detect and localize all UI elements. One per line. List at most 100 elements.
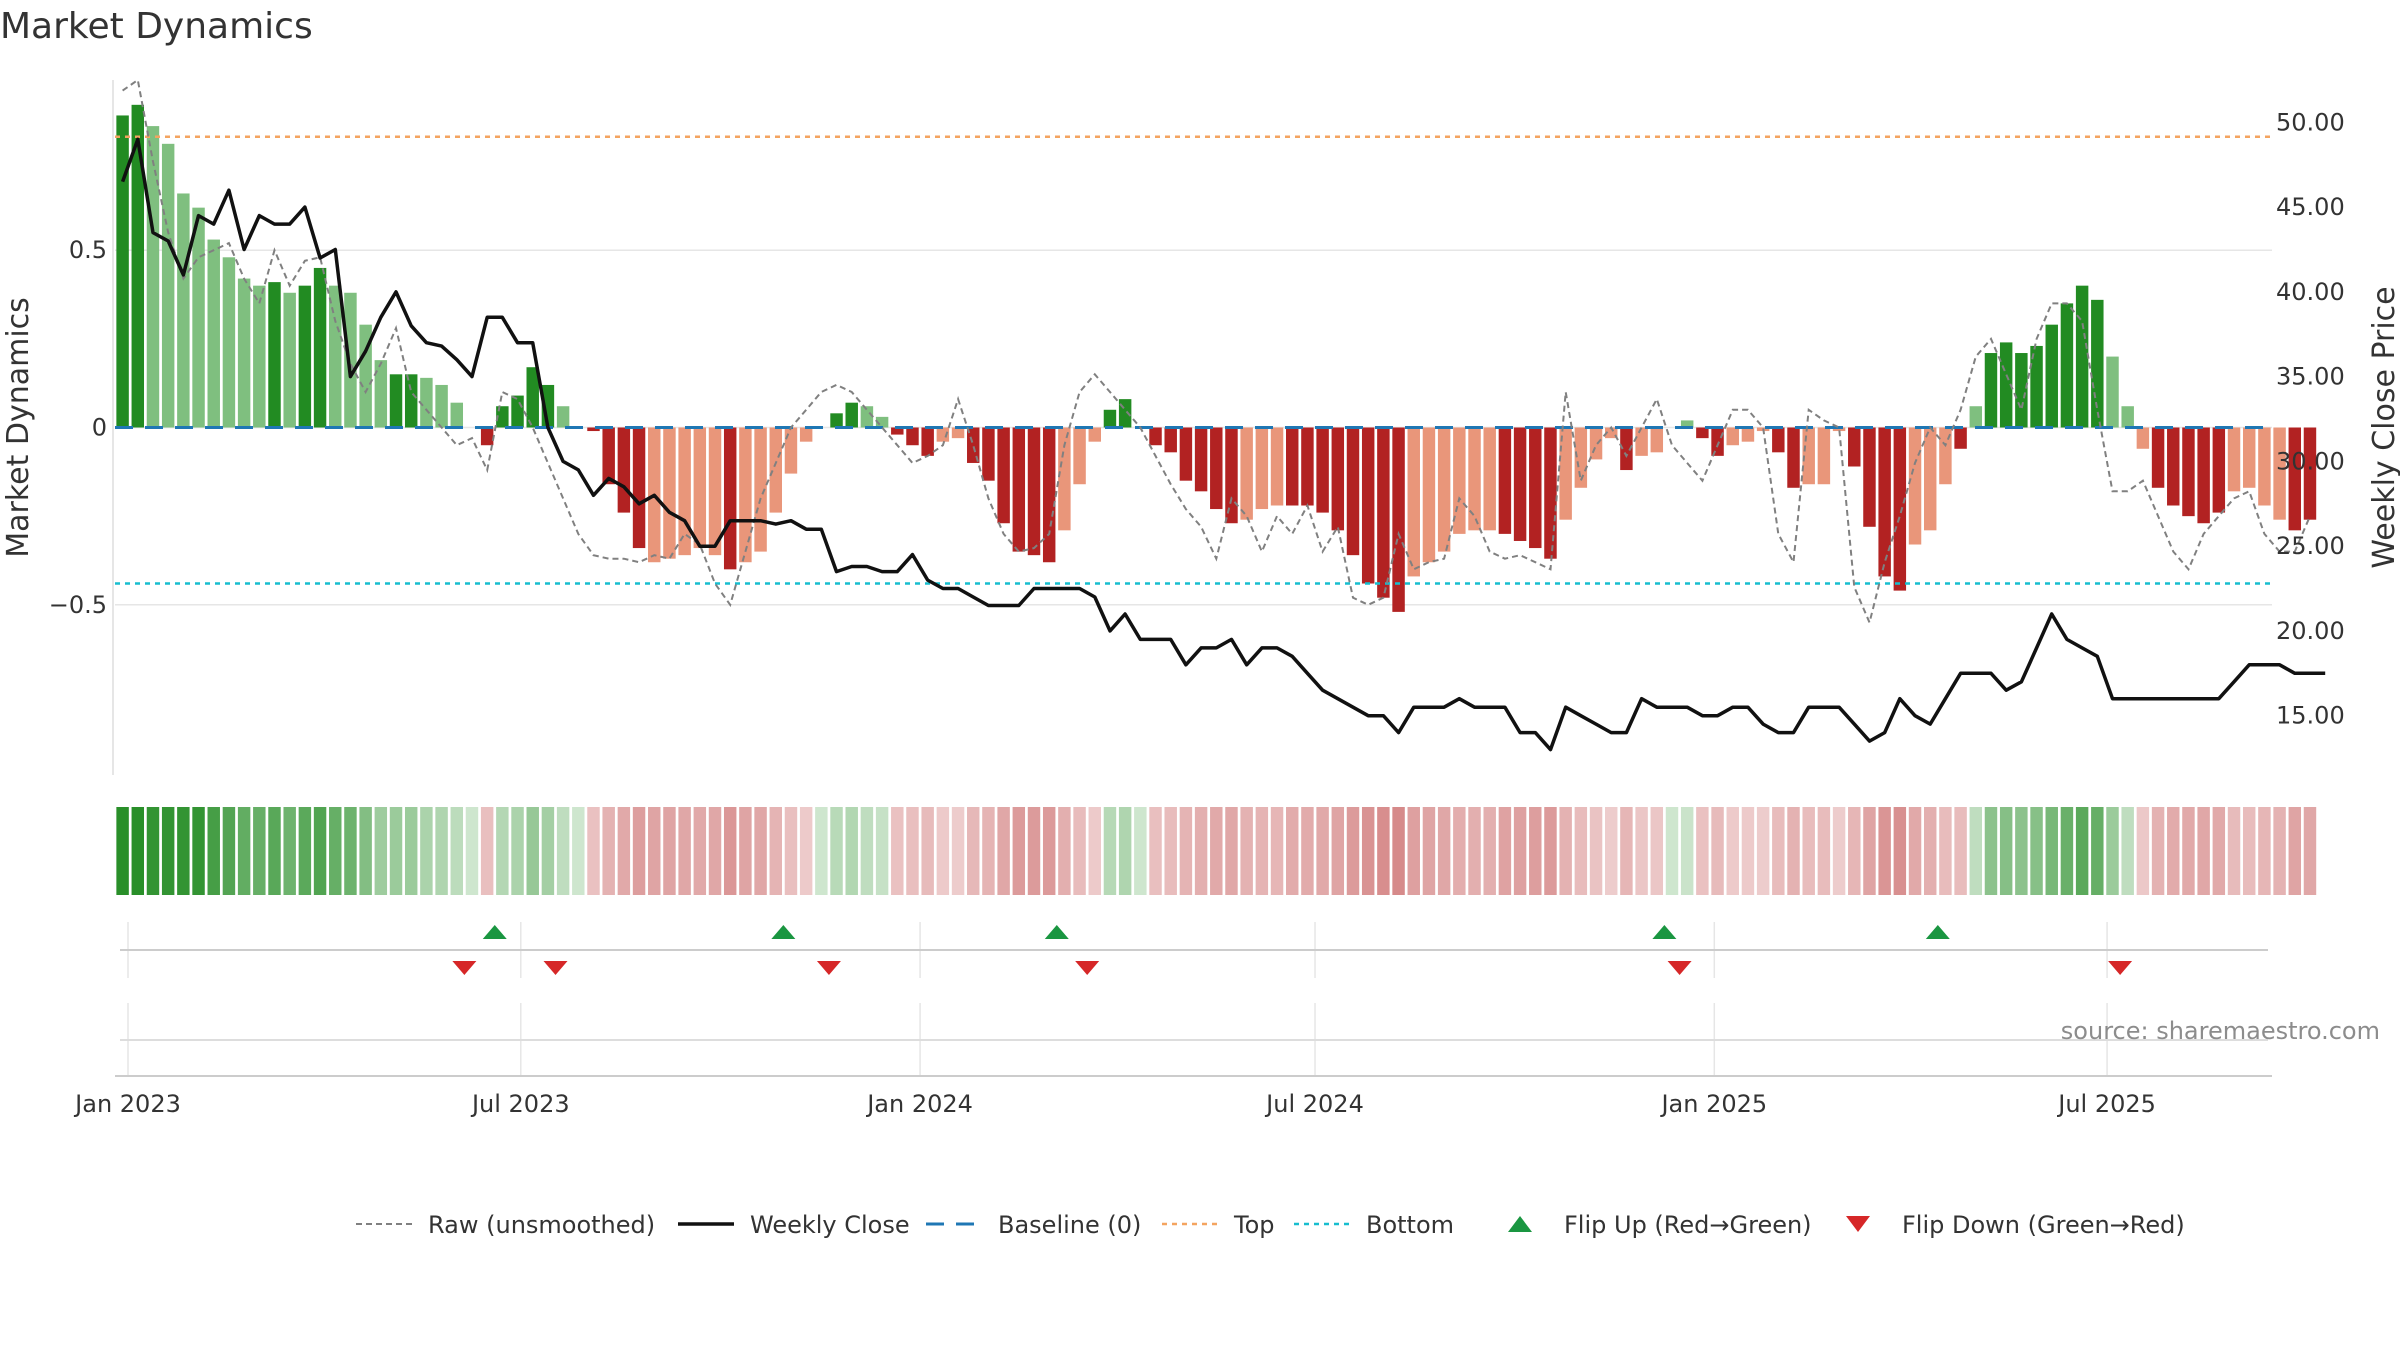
legend-label: Flip Up (Red→Green) (1564, 1211, 1812, 1239)
dynamics-bar (1863, 427, 1876, 527)
legend-swatch-flip-up (1508, 1216, 1532, 1232)
regime-strip-cell (648, 807, 661, 895)
left-tick-label: 0 (92, 414, 107, 442)
regime-strip-cell (496, 807, 509, 895)
dynamics-bar (693, 427, 707, 549)
dynamics-bar (435, 384, 448, 428)
regime-strip-cell (572, 807, 585, 895)
dynamics-bar (663, 427, 676, 559)
regime-strip-cell (1468, 807, 1481, 895)
regime-strip-cell (1696, 807, 1709, 895)
regime-strip-cell (131, 807, 145, 895)
dynamics-bar (1225, 427, 1238, 524)
dynamics-bar (2136, 427, 2150, 449)
dynamics-bar (207, 239, 220, 428)
dynamics-bar (2091, 299, 2104, 428)
dynamics-bar (1939, 427, 1952, 485)
dynamics-bar (2303, 427, 2317, 520)
regime-strip-cell (632, 807, 646, 895)
dynamics-bar (845, 402, 858, 428)
dynamics-bar (1513, 427, 1527, 541)
dynamics-bar (1711, 427, 1724, 456)
dynamics-bar (1605, 427, 1618, 439)
regime-strip-cell (1149, 807, 1162, 895)
dynamics-bar (146, 126, 160, 428)
dynamics-bar (784, 427, 798, 474)
regime-strip-cell (2060, 807, 2074, 895)
weekly-close-line (120, 137, 2326, 752)
regime-strip-cell (404, 807, 418, 895)
dynamics-bar (936, 427, 950, 442)
regime-strip-cell (1225, 807, 1238, 895)
dynamics-bar (1483, 427, 1496, 531)
regime-strip-cell (1559, 807, 1572, 895)
dynamics-bar (1058, 427, 1071, 531)
regime-strip-cell (435, 807, 448, 895)
legend-label: Raw (unsmoothed) (428, 1211, 655, 1239)
dynamics-bar (1923, 427, 1937, 531)
regime-strip-cell (602, 807, 615, 895)
regime-strip-cell (1012, 807, 1026, 895)
regime-strip-cell (2212, 807, 2226, 895)
dynamics-bar (131, 104, 145, 428)
regime-strip-cell (1088, 807, 1101, 895)
flip-up-marker (771, 925, 796, 939)
dynamics-bar (2030, 345, 2043, 428)
regime-strip-cell (1665, 807, 1679, 895)
dynamics-bar (329, 285, 342, 428)
main-panel: 0.5 0 −0.5 50.00 45.00 40.00 35.00 30.00 25.00 20… (1, 78, 2400, 775)
dynamics-bar (161, 143, 175, 428)
flip-down-marker (1667, 961, 1692, 975)
dynamics-bar (1422, 427, 1436, 563)
dynamics-bar (739, 427, 752, 563)
dynamics-bar (1042, 427, 1056, 563)
regime-strip-cell (2167, 807, 2180, 895)
regime-strip-cell (1361, 807, 1375, 895)
left-axis-title: Market Dynamics (1, 297, 36, 558)
dynamics-bar (891, 427, 904, 435)
dynamics-bar (1331, 427, 1345, 531)
left-tick-label: 0.5 (69, 236, 107, 264)
regime-strip-cell (1422, 807, 1436, 895)
dynamics-bar (1012, 427, 1026, 552)
legend-label: Baseline (0) (998, 1211, 1141, 1239)
regime-strip-cell (875, 807, 889, 895)
regime-strip-cell (146, 807, 160, 895)
legend-label: Bottom (1366, 1211, 1454, 1239)
regime-strip-cell (1316, 807, 1329, 895)
dynamics-bar (374, 360, 388, 428)
regime-strip-cell (1741, 807, 1755, 895)
regime-strip-cell (1787, 807, 1800, 895)
dynamics-bar (1680, 420, 1694, 428)
dynamics-bar (1088, 427, 1101, 442)
dynamics-bar (496, 406, 509, 428)
dynamics-bar (1392, 427, 1405, 612)
dynamics-bar (1544, 427, 1557, 559)
dynamics-bar (222, 257, 236, 428)
regime-strip-cell (222, 807, 236, 895)
regime-strip-cell (693, 807, 707, 895)
regime-strip-cell (1179, 807, 1193, 895)
regime-strip-cell (1042, 807, 1056, 895)
dynamics-bar (2258, 427, 2271, 506)
regime-strip-cell (1058, 807, 1071, 895)
dynamics-bar (1194, 427, 1208, 492)
regime-strip-cell (2015, 807, 2028, 895)
regime-strip-cell (860, 807, 874, 895)
regime-strip-cell (1574, 807, 1588, 895)
dynamics-bar (1377, 427, 1390, 598)
x-tick-label: Jul 2024 (1264, 1090, 1364, 1118)
regime-strip-cell (1878, 807, 1891, 895)
dynamics-bar (587, 427, 600, 432)
regime-strip-cell (891, 807, 904, 895)
regime-strip-cell (1194, 807, 1208, 895)
regime-strip-cell (1863, 807, 1876, 895)
right-axis-title: Weekly Close Price (2367, 286, 2400, 568)
regime-strip-cell (982, 807, 995, 895)
right-tick-label: 45.00 (2276, 193, 2345, 221)
regime-strip-cell (116, 807, 129, 895)
regime-strip-cell (1650, 807, 1664, 895)
dynamics-bar (1179, 427, 1193, 481)
dynamics-bar (2015, 353, 2028, 428)
dynamics-bar (799, 427, 813, 442)
